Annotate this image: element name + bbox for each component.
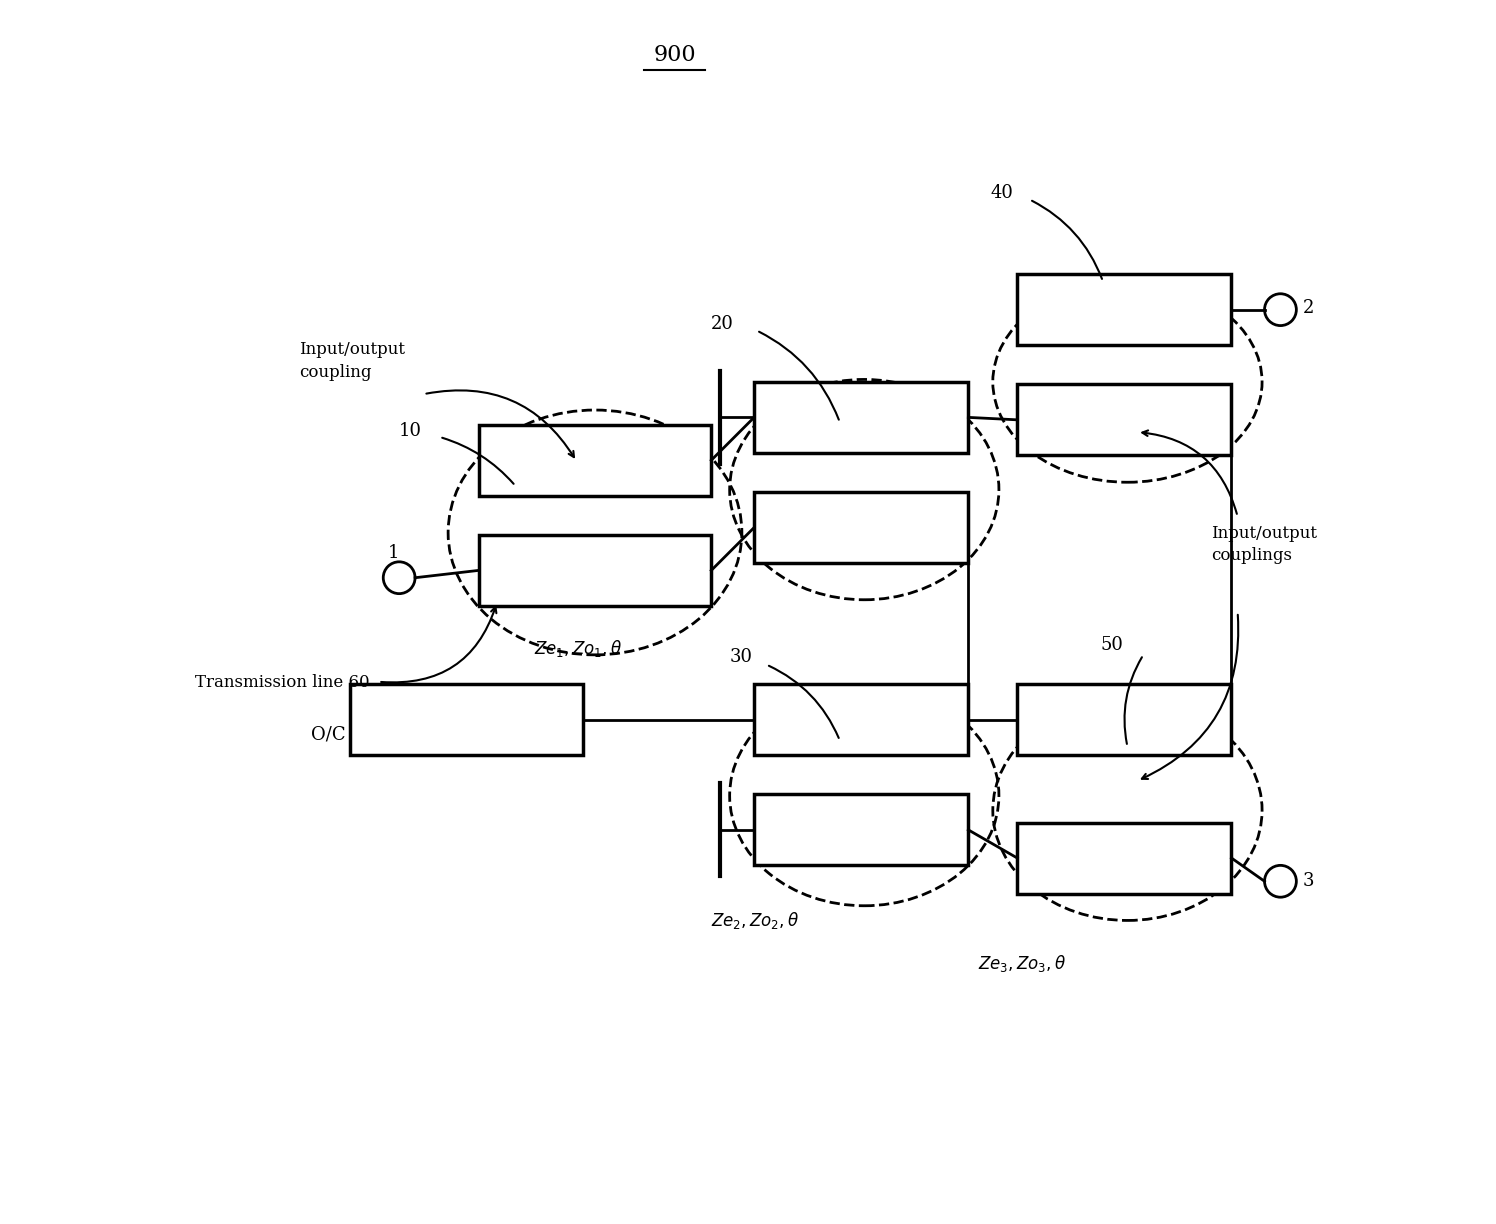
Text: Input/output
couplings: Input/output couplings [1210,525,1316,564]
Bar [1017,384,1231,455]
Text: $Ze_1, Zo_1, \theta$: $Ze_1, Zo_1, \theta$ [534,638,622,660]
Bar [754,492,968,563]
Text: 40: 40 [990,185,1013,202]
Bar [1017,823,1231,894]
Text: 50: 50 [1101,636,1123,654]
Text: Transmission line 60: Transmission line 60 [194,674,370,692]
Bar [479,535,711,606]
Text: 20: 20 [711,316,735,333]
Text: 900: 900 [654,44,696,66]
Bar [1017,684,1231,755]
Text: Input/output
coupling: Input/output coupling [299,341,405,381]
Bar [1017,274,1231,345]
Text: 2: 2 [1303,300,1313,317]
Text: $Ze_3, Zo_3, \theta$: $Ze_3, Zo_3, \theta$ [978,952,1067,974]
Text: 10: 10 [399,422,422,439]
Bar [479,425,711,496]
Bar [754,684,968,755]
Text: 3: 3 [1303,873,1313,890]
Text: 1: 1 [387,545,399,562]
Bar [754,382,968,453]
Text: O/C: O/C [311,726,346,743]
Text: $Ze_2, Zo_2, \theta$: $Ze_2, Zo_2, \theta$ [711,909,799,931]
Bar [350,684,583,755]
Text: 30: 30 [730,649,752,666]
Bar [754,794,968,865]
